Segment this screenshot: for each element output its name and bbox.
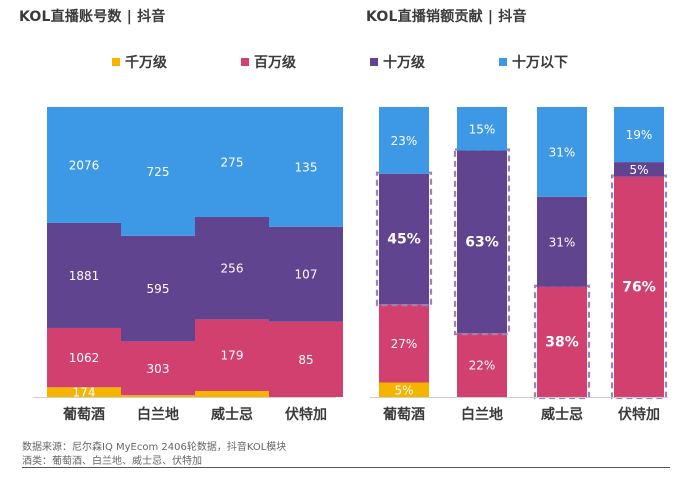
- sales-highlight-frame-1: [375, 171, 433, 307]
- sales-bar-baiwan-4: [614, 176, 664, 397]
- accounts-category-label-2: 白兰地: [137, 406, 179, 423]
- categories-note: 酒类：葡萄酒、白兰地、威士忌、伏特加: [22, 456, 202, 467]
- accounts-bar-baiwan-2: [121, 341, 195, 396]
- legend-item-shiwan-below: 十万以下: [499, 52, 568, 72]
- sales-data-label-shiwan-below-3: 31%: [549, 145, 576, 159]
- accounts-data-label-baiwan-4: 85: [298, 353, 313, 367]
- sales-data-label-baiwan-4: 76%: [622, 279, 656, 295]
- legend-item-qianwan: 千万级: [112, 52, 167, 72]
- legend-item-shiwan: 十万级: [370, 52, 425, 72]
- sales-bar-shiwan-1: [379, 173, 429, 305]
- sales-data-label-shiwan-below-1: 23%: [391, 134, 418, 148]
- sales-bar-baiwan-3: [537, 286, 587, 397]
- legend-item-baiwan: 百万级: [241, 52, 296, 72]
- sales-data-label-shiwan-2: 63%: [465, 234, 499, 250]
- accounts-bar-qianwan-1: [47, 387, 121, 397]
- sales-bar-qianwan-1: [379, 382, 429, 397]
- accounts-bar-baiwan-3: [195, 319, 269, 391]
- sales-data-label-shiwan-4: 5%: [629, 163, 648, 177]
- accounts-bar-shiwan-below-2: [121, 107, 195, 236]
- legend-label-shiwan-below: 十万以下: [512, 55, 568, 71]
- legend-swatch-shiwan-below: [499, 58, 507, 66]
- sales-data-label-shiwan-below-2: 15%: [469, 122, 496, 136]
- data-source-note: 数据来源：尼尔森IQ MyEcom 2406轮数据，抖音KOL模块: [22, 442, 287, 453]
- accounts-data-label-shiwan-below-3: 275: [221, 156, 244, 170]
- sales-data-label-shiwan-below-4: 19%: [626, 128, 653, 142]
- sales-category-label-2: 白兰地: [461, 406, 503, 423]
- accounts-bar-shiwan-1: [47, 222, 121, 328]
- sales-data-label-baiwan-2: 22%: [469, 359, 496, 373]
- accounts-data-label-qianwan-1: 174: [73, 386, 96, 400]
- accounts-data-label-baiwan-1: 1062: [69, 351, 100, 365]
- sales-bar-shiwan-below-4: [614, 107, 664, 163]
- sales-data-label-qianwan-1: 5%: [394, 383, 413, 397]
- sales-bar-shiwan-below-2: [457, 107, 507, 151]
- left-chart-title: KOL直播账号数 | 抖音: [19, 9, 166, 25]
- accounts-data-label-baiwan-2: 303: [147, 362, 170, 376]
- sales-data-label-shiwan-1: 45%: [387, 231, 421, 247]
- sales-category-label-1: 葡萄酒: [382, 406, 425, 423]
- accounts-category-label-1: 葡萄酒: [62, 406, 105, 423]
- accounts-data-label-shiwan-3: 256: [221, 262, 244, 276]
- legend-label-qianwan: 千万级: [125, 55, 167, 71]
- legend-swatch-shiwan: [370, 58, 378, 66]
- accounts-bar-qianwan-3: [195, 391, 269, 397]
- sales-category-label-3: 威士忌: [541, 406, 583, 423]
- sales-data-label-baiwan-1: 27%: [391, 337, 418, 351]
- legend-label-shiwan: 十万级: [383, 55, 425, 71]
- accounts-bar-baiwan-4: [269, 321, 343, 397]
- sales-bar-shiwan-2: [457, 150, 507, 334]
- accounts-data-label-shiwan-below-4: 135: [295, 160, 318, 174]
- accounts-bar-shiwan-4: [269, 226, 343, 322]
- legend-swatch-baiwan: [241, 58, 249, 66]
- accounts-data-label-shiwan-below-1: 2076: [69, 158, 100, 172]
- accounts-bar-shiwan-below-1: [47, 107, 121, 223]
- sales-bar-shiwan-4: [614, 162, 664, 177]
- accounts-data-label-baiwan-3: 179: [221, 349, 244, 363]
- sales-bar-shiwan-below-1: [379, 107, 429, 174]
- sales-data-label-shiwan-3: 31%: [549, 235, 576, 249]
- accounts-bar-baiwan-1: [47, 327, 121, 388]
- accounts-bar-shiwan-2: [121, 235, 195, 342]
- sales-bar-shiwan-3: [537, 196, 587, 287]
- accounts-bar-shiwan-3: [195, 217, 269, 320]
- accounts-bar-qianwan-2: [121, 395, 195, 397]
- legend-label-baiwan: 百万级: [254, 55, 296, 71]
- sales-data-label-baiwan-3: 38%: [545, 334, 579, 350]
- accounts-category-label-3: 威士忌: [211, 406, 253, 423]
- sales-category-label-4: 伏特加: [618, 406, 660, 423]
- accounts-category-label-4: 伏特加: [285, 406, 327, 423]
- accounts-data-label-shiwan-below-2: 725: [147, 165, 170, 179]
- sales-highlight-frame-2: [453, 148, 511, 336]
- sales-bar-baiwan-1: [379, 304, 429, 383]
- accounts-data-label-shiwan-4: 107: [295, 268, 318, 282]
- legend-swatch-qianwan: [112, 58, 120, 66]
- right-chart-title: KOL直播销额贡献 | 抖音: [366, 9, 527, 25]
- sales-bar-shiwan-below-3: [537, 107, 587, 197]
- accounts-bar-shiwan-below-4: [269, 107, 343, 227]
- footer-divider: [22, 467, 670, 468]
- accounts-bar-shiwan-below-3: [195, 107, 269, 217]
- accounts-data-label-shiwan-2: 595: [147, 282, 170, 296]
- sales-bar-baiwan-2: [457, 333, 507, 397]
- accounts-data-label-shiwan-1: 1881: [69, 269, 100, 283]
